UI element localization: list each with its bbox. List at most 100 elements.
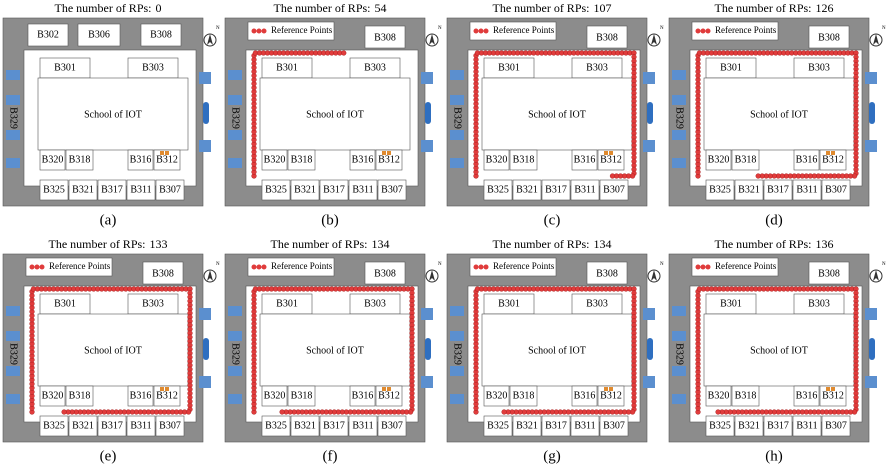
rp-count: 107 <box>594 1 612 15</box>
title-text: The number of RPs: <box>55 1 152 15</box>
room-label: B318 <box>735 154 757 165</box>
room-label: B329 <box>8 107 19 129</box>
stair <box>865 376 877 388</box>
room-label: B329 <box>452 107 463 129</box>
room-label: B312 <box>822 390 844 401</box>
legend-label: Reference Points <box>715 261 777 271</box>
stair <box>228 95 242 105</box>
reference-point <box>502 410 507 415</box>
reference-point <box>280 410 285 415</box>
stair <box>421 376 433 388</box>
legend-dot <box>701 265 706 270</box>
room-label: B311 <box>130 420 151 431</box>
room-label: B311 <box>130 184 151 195</box>
panel-title: The number of RPs:134 <box>493 237 612 251</box>
room-label: B320 <box>264 154 286 165</box>
caption: (f) <box>323 448 338 464</box>
room-label: B318 <box>291 390 313 401</box>
marker <box>604 387 608 391</box>
room-label: B303 <box>808 62 830 73</box>
stair <box>6 130 20 140</box>
stair <box>450 95 464 105</box>
legend-label: Reference Points <box>493 261 555 271</box>
marker <box>831 151 835 155</box>
room-label: B320 <box>708 390 730 401</box>
room-label: B329 <box>8 343 19 365</box>
marker <box>387 387 391 391</box>
caption: (g) <box>543 448 561 464</box>
room-label: B302 <box>37 29 59 40</box>
stair <box>6 95 20 105</box>
room-label: B301 <box>54 298 76 309</box>
room-label: School of IOT <box>750 345 808 356</box>
room-label: B307 <box>381 184 403 195</box>
caption: (c) <box>544 212 561 228</box>
title-text: The number of RPs: <box>49 237 146 251</box>
room-label: B329 <box>452 343 463 365</box>
caption: (h) <box>765 448 783 464</box>
room-label: B308 <box>818 32 840 43</box>
legend-label: Reference Points <box>271 261 333 271</box>
legend-dot <box>701 29 706 34</box>
stair <box>450 366 464 376</box>
reference-point <box>341 51 346 56</box>
room-label: B320 <box>486 390 508 401</box>
panel-title: The number of RPs:136 <box>715 237 834 251</box>
legend-label: Reference Points <box>715 25 777 35</box>
stair <box>865 72 877 84</box>
room-label: B312 <box>378 154 400 165</box>
stair <box>643 376 655 388</box>
room-label: B308 <box>596 268 618 279</box>
stair <box>865 140 877 152</box>
room-label: B312 <box>378 390 400 401</box>
room-label: B316 <box>352 154 374 165</box>
compass-arrow <box>429 34 435 45</box>
stair <box>6 394 20 404</box>
legend-dot <box>262 29 267 34</box>
room-label: B316 <box>352 390 374 401</box>
panel-title: The number of RPs:107 <box>493 1 612 15</box>
legend-dot <box>257 265 262 270</box>
legend-dot <box>40 265 45 270</box>
room-label: B317 <box>767 420 789 431</box>
reference-point <box>62 410 67 415</box>
room-label: B301 <box>720 298 742 309</box>
stair <box>450 70 464 80</box>
room-label: B303 <box>364 62 386 73</box>
panel: The number of RPs:136 Reference Points B30… <box>669 237 886 465</box>
room-label: B325 <box>487 420 509 431</box>
marker <box>165 151 169 155</box>
room-label: B312 <box>156 390 178 401</box>
stair <box>672 331 686 341</box>
stair <box>421 72 433 84</box>
room-label: B308 <box>374 268 396 279</box>
stair <box>672 95 686 105</box>
room-label: B325 <box>709 420 731 431</box>
room-label: B318 <box>513 154 535 165</box>
title-text: The number of RPs: <box>715 237 812 251</box>
title-text: The number of RPs: <box>274 1 371 15</box>
stair <box>228 366 242 376</box>
stair <box>643 140 655 152</box>
stair <box>421 140 433 152</box>
elevator <box>203 338 209 360</box>
stair <box>643 308 655 320</box>
stair <box>6 331 20 341</box>
room-label: B325 <box>43 420 65 431</box>
room-label: B318 <box>735 390 757 401</box>
legend-dot <box>252 29 257 34</box>
legend-dot <box>474 265 479 270</box>
room-label: B308 <box>150 29 172 40</box>
elevator <box>869 102 875 124</box>
room-label: B317 <box>101 184 123 195</box>
room-label: School of IOT <box>84 109 142 120</box>
room-label: B321 <box>294 184 316 195</box>
room-label: B317 <box>545 184 567 195</box>
legend-dot <box>484 29 489 34</box>
room-label: B306 <box>88 29 110 40</box>
room-label: B318 <box>291 154 313 165</box>
legend-dot <box>706 265 711 270</box>
